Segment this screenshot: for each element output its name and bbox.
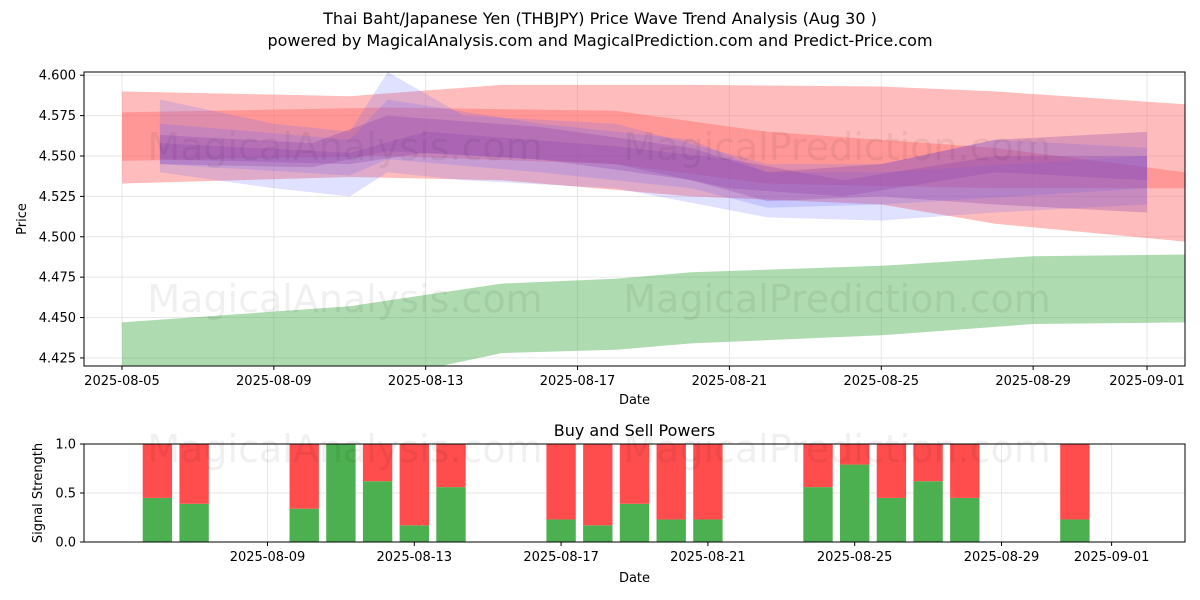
y-tick-label: 4.600	[39, 69, 76, 84]
blue-wave-band	[159, 72, 1147, 221]
buy-bar	[876, 497, 907, 542]
watermark-text: MagicalPrediction.com	[623, 427, 1051, 471]
sell-bar	[1060, 444, 1090, 520]
y-tick-label: 4.475	[39, 271, 76, 286]
y-tick-label: 0.0	[55, 536, 76, 551]
buy-bar	[693, 519, 723, 542]
x-tick-label: 2025-08-05	[84, 374, 160, 389]
x-tick-label: 2025-09-01	[1109, 374, 1185, 389]
sell-bar	[876, 444, 907, 498]
purple-wave-band	[159, 115, 1147, 213]
x-tick-label: 2025-08-13	[388, 374, 464, 389]
x-tick-label: 2025-08-21	[692, 374, 768, 389]
x-tick-label: 2025-08-09	[230, 550, 306, 565]
buy-bar	[399, 525, 429, 542]
buy-bar	[546, 519, 576, 542]
y-tick-label: 4.500	[39, 230, 76, 245]
y-axis-label: Price	[15, 203, 30, 235]
sell-bar	[913, 444, 943, 482]
y-tick-label: 4.550	[39, 150, 76, 165]
y-tick-label: 4.525	[39, 190, 76, 205]
x-tick-label: 2025-08-17	[540, 374, 616, 389]
buy-bar	[950, 497, 980, 542]
x-tick-label: 2025-08-13	[377, 550, 453, 565]
blue-wave-band	[159, 99, 1147, 208]
buy-bar	[913, 481, 943, 542]
sell-bar	[656, 444, 686, 520]
y-tick-label: 1.0	[55, 438, 76, 453]
buy-bar	[179, 503, 209, 542]
purple-wave-band	[159, 131, 1147, 197]
buy-bar	[583, 525, 613, 542]
x-tick-label: 2025-08-09	[236, 374, 312, 389]
y-tick-label: 4.425	[39, 351, 76, 366]
sell-bar	[583, 444, 613, 526]
watermark-text: MagicalPrediction.com	[623, 125, 1051, 169]
buy-bar	[326, 444, 356, 542]
buy-bar	[289, 508, 319, 542]
watermark-text: MagicalPrediction.com	[623, 277, 1051, 321]
x-tick-label: 2025-08-17	[523, 550, 599, 565]
sell-bar	[142, 444, 173, 498]
sell-bar	[950, 444, 980, 498]
buy-bar	[1060, 519, 1090, 542]
x-tick-label: 2025-09-01	[1074, 550, 1150, 565]
x-tick-label: 2025-08-25	[817, 550, 893, 565]
x-tick-label: 2025-08-21	[670, 550, 746, 565]
y-tick-label: 4.450	[39, 311, 76, 326]
buy-bar	[619, 503, 650, 542]
sell-bar	[546, 444, 576, 520]
panel-title: Buy and Sell Powers	[554, 421, 716, 440]
chart-title: Thai Baht/Japanese Yen (THBJPY) Price Wa…	[323, 9, 877, 28]
sell-bar	[289, 444, 319, 509]
watermark-text: MagicalAnalysis.com	[147, 427, 542, 471]
sell-bar	[693, 444, 723, 520]
sell-bar	[399, 444, 429, 526]
y-tick-label: 0.5	[55, 487, 76, 502]
y-axis-label: Signal Strength	[31, 443, 46, 543]
x-axis-label: Date	[619, 571, 650, 586]
chart-subtitle: powered by MagicalAnalysis.com and Magic…	[267, 31, 933, 50]
red-wave-band	[122, 84, 1185, 242]
y-tick-label: 4.575	[39, 109, 76, 124]
plot-frame	[83, 71, 1186, 367]
x-tick-label: 2025-08-29	[995, 374, 1071, 389]
sell-bar	[803, 444, 833, 488]
green-wave-band	[122, 254, 1185, 366]
buy-bar	[436, 487, 466, 542]
sell-bar	[436, 444, 466, 488]
buy-bar	[656, 519, 686, 542]
buy-bar	[142, 497, 173, 542]
red-wave-band	[122, 107, 1185, 189]
x-tick-label: 2025-08-25	[843, 374, 919, 389]
sell-bar	[362, 444, 393, 482]
watermark-text: MagicalAnalysis.com	[147, 125, 542, 169]
sell-bar	[619, 444, 650, 504]
sell-bar	[840, 444, 870, 465]
sell-bar	[179, 444, 209, 504]
x-axis-label: Date	[619, 393, 650, 408]
buy-bar	[840, 464, 870, 542]
watermark-text: MagicalAnalysis.com	[147, 277, 542, 321]
buy-bar	[803, 487, 833, 542]
buy-bar	[362, 481, 393, 542]
x-tick-label: 2025-08-29	[964, 550, 1040, 565]
